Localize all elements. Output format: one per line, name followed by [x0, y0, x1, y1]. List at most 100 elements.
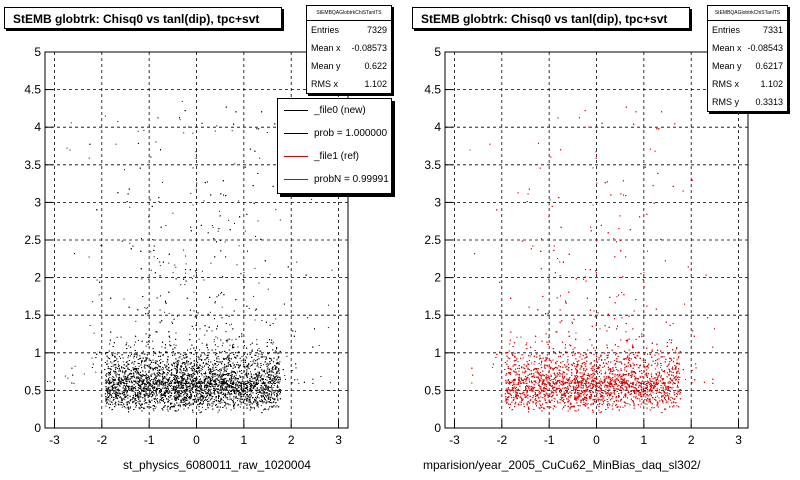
scatter-point	[201, 374, 203, 376]
scatter-point	[205, 375, 207, 377]
scatter-point	[169, 370, 170, 372]
scatter-point	[256, 376, 258, 377]
scatter-point	[205, 358, 207, 360]
scatter-point	[111, 395, 113, 397]
scatter-point	[214, 380, 215, 382]
scatter-point	[165, 390, 167, 392]
scatter-point	[140, 384, 142, 386]
scatter-point	[243, 363, 245, 365]
scatter-point	[259, 350, 261, 352]
scatter-point	[320, 376, 322, 377]
scatter-point	[150, 269, 152, 271]
scatter-point	[186, 388, 187, 390]
scatter-point	[169, 337, 171, 339]
scatter-point	[248, 397, 250, 398]
scatter-point	[148, 340, 149, 342]
scatter-point	[114, 366, 116, 368]
scatter-point	[158, 201, 160, 202]
scatter-point	[265, 402, 267, 404]
scatter-point	[205, 398, 206, 400]
scatter-point	[113, 384, 115, 386]
scatter-point	[165, 385, 167, 387]
scatter-point	[272, 398, 274, 400]
scatter-point	[93, 332, 95, 334]
scatter-point	[228, 392, 230, 394]
scatter-point	[217, 392, 219, 394]
scatter-point	[129, 242, 131, 244]
scatter-point	[254, 267, 256, 269]
scatter-point	[221, 351, 223, 353]
scatter-point	[234, 223, 235, 224]
scatter-point	[117, 389, 119, 391]
scatter-point	[284, 375, 286, 376]
scatter-point	[196, 401, 198, 403]
scatter-point	[226, 385, 228, 387]
scatter-point	[233, 376, 235, 378]
scatter-point	[157, 389, 159, 391]
scatter-point	[213, 388, 215, 390]
scatter-point	[88, 256, 90, 258]
scatter-point	[229, 398, 231, 400]
scatter-point	[164, 311, 166, 313]
scatter-point	[113, 393, 115, 395]
scatter-point	[107, 377, 109, 379]
scatter-point	[180, 401, 182, 403]
scatter-point	[202, 396, 204, 398]
scatter-point	[328, 304, 329, 306]
scatter-point	[266, 370, 268, 372]
scatter-point	[213, 399, 215, 401]
scatter-point	[142, 350, 144, 352]
scatter-point	[160, 381, 162, 383]
scatter-point	[123, 376, 125, 378]
scatter-point	[175, 386, 177, 388]
scatter-point	[275, 391, 277, 393]
scatter-point	[131, 385, 133, 387]
scatter-point	[138, 402, 140, 404]
scatter-point	[272, 343, 274, 345]
scatter-point	[171, 398, 173, 400]
scatter-point	[121, 379, 123, 381]
scatter-point	[229, 379, 230, 381]
scatter-point	[277, 362, 279, 364]
scatter-point	[225, 407, 227, 409]
scatter-point	[112, 376, 114, 377]
scatter-point	[179, 406, 181, 408]
scatter-point	[199, 391, 201, 393]
scatter-point	[213, 372, 215, 374]
scatter-point	[155, 360, 157, 362]
scatter-point	[149, 388, 151, 390]
scatter-point	[211, 396, 213, 398]
scatter-point	[120, 383, 122, 385]
scatter-point	[134, 352, 136, 354]
scatter-point	[156, 369, 158, 371]
scatter-point	[236, 400, 238, 402]
scatter-point	[109, 374, 111, 376]
scatter-point	[110, 361, 112, 363]
scatter-point	[214, 385, 216, 387]
scatter-point	[211, 374, 213, 376]
scatter-point	[136, 369, 138, 371]
scatter-point	[192, 132, 194, 134]
scatter-point	[171, 402, 173, 404]
scatter-point	[150, 384, 152, 385]
scatter-point	[254, 401, 256, 403]
scatter-point	[243, 355, 244, 357]
scatter-point	[190, 348, 192, 350]
scatter-point	[219, 369, 220, 371]
scatter-point	[254, 369, 256, 371]
scatter-point	[270, 402, 271, 403]
scatter-point	[201, 342, 203, 344]
scatter-point	[183, 377, 185, 379]
scatter-point	[221, 306, 223, 308]
scatter-point	[109, 398, 111, 400]
scatter-point	[135, 395, 136, 397]
scatter-point	[174, 385, 175, 387]
scatter-point	[166, 408, 168, 410]
scatter-point	[74, 365, 76, 367]
scatter-point	[171, 373, 173, 375]
scatter-point	[173, 374, 175, 376]
scatter-point	[184, 382, 186, 384]
scatter-point	[184, 392, 186, 394]
scatter-point	[172, 374, 174, 376]
scatter-point	[295, 330, 296, 332]
